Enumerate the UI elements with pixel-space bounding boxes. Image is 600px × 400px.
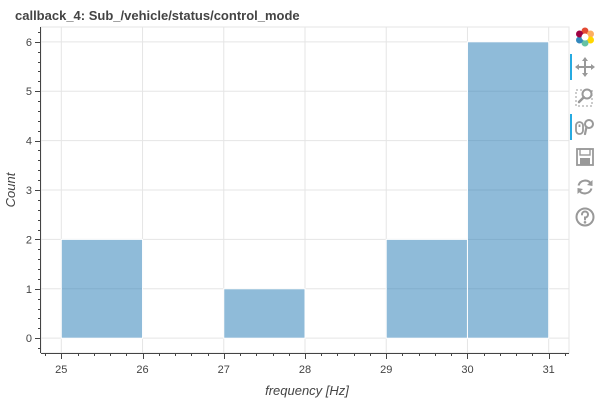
x-tick-label: 29: [380, 364, 392, 376]
x-tick-label: 30: [461, 364, 473, 376]
y-tick-label: 0: [26, 333, 32, 345]
reset-icon: [577, 179, 593, 195]
box-zoom-tool-button[interactable]: [570, 82, 600, 112]
help-icon: [575, 207, 595, 227]
bokeh-logo[interactable]: [570, 22, 600, 52]
axes: 25 26 27 28 29 30 31 0 1 2 3 4 5 6: [26, 27, 569, 376]
histogram-bar: [385, 238, 468, 339]
x-tick-label: 31: [543, 364, 555, 376]
pan-tool-button[interactable]: [570, 52, 600, 82]
chart-title: callback_4: Sub_/vehicle/status/control_…: [15, 8, 300, 23]
wheel-zoom-tool-button[interactable]: [570, 112, 600, 142]
x-tick-label: 26: [136, 364, 148, 376]
y-tick-label: 5: [26, 86, 32, 98]
bokeh-logo-icon: [576, 27, 594, 47]
toolbar: [570, 22, 600, 242]
x-axis-label: frequency [Hz]: [265, 383, 349, 398]
x-tick-label: 27: [218, 364, 230, 376]
y-tick-label: 6: [26, 37, 32, 49]
help-tool-button[interactable]: [570, 202, 600, 232]
save-icon: [576, 148, 594, 166]
histogram-bar: [60, 238, 144, 339]
y-tick-label: 1: [26, 284, 32, 296]
save-tool-button[interactable]: [570, 142, 600, 172]
x-tick-label: 28: [299, 364, 311, 376]
histogram-bar: [466, 41, 550, 339]
wheel-zoom-icon: [575, 119, 594, 136]
histogram-bar: [223, 288, 306, 339]
wheel-zoom-active-indicator: [570, 114, 572, 140]
reset-tool-button[interactable]: [570, 172, 600, 202]
y-axis-label: Count: [3, 171, 18, 207]
x-tick-label: 25: [55, 364, 67, 376]
pan-tool-active-indicator: [570, 54, 572, 80]
y-tick-label: 4: [26, 136, 32, 148]
y-tick-label: 2: [26, 234, 32, 246]
y-tick-label: 3: [26, 185, 32, 197]
pan-icon: [575, 57, 595, 77]
box-zoom-icon: [575, 88, 593, 107]
histogram-bars: [60, 41, 550, 339]
